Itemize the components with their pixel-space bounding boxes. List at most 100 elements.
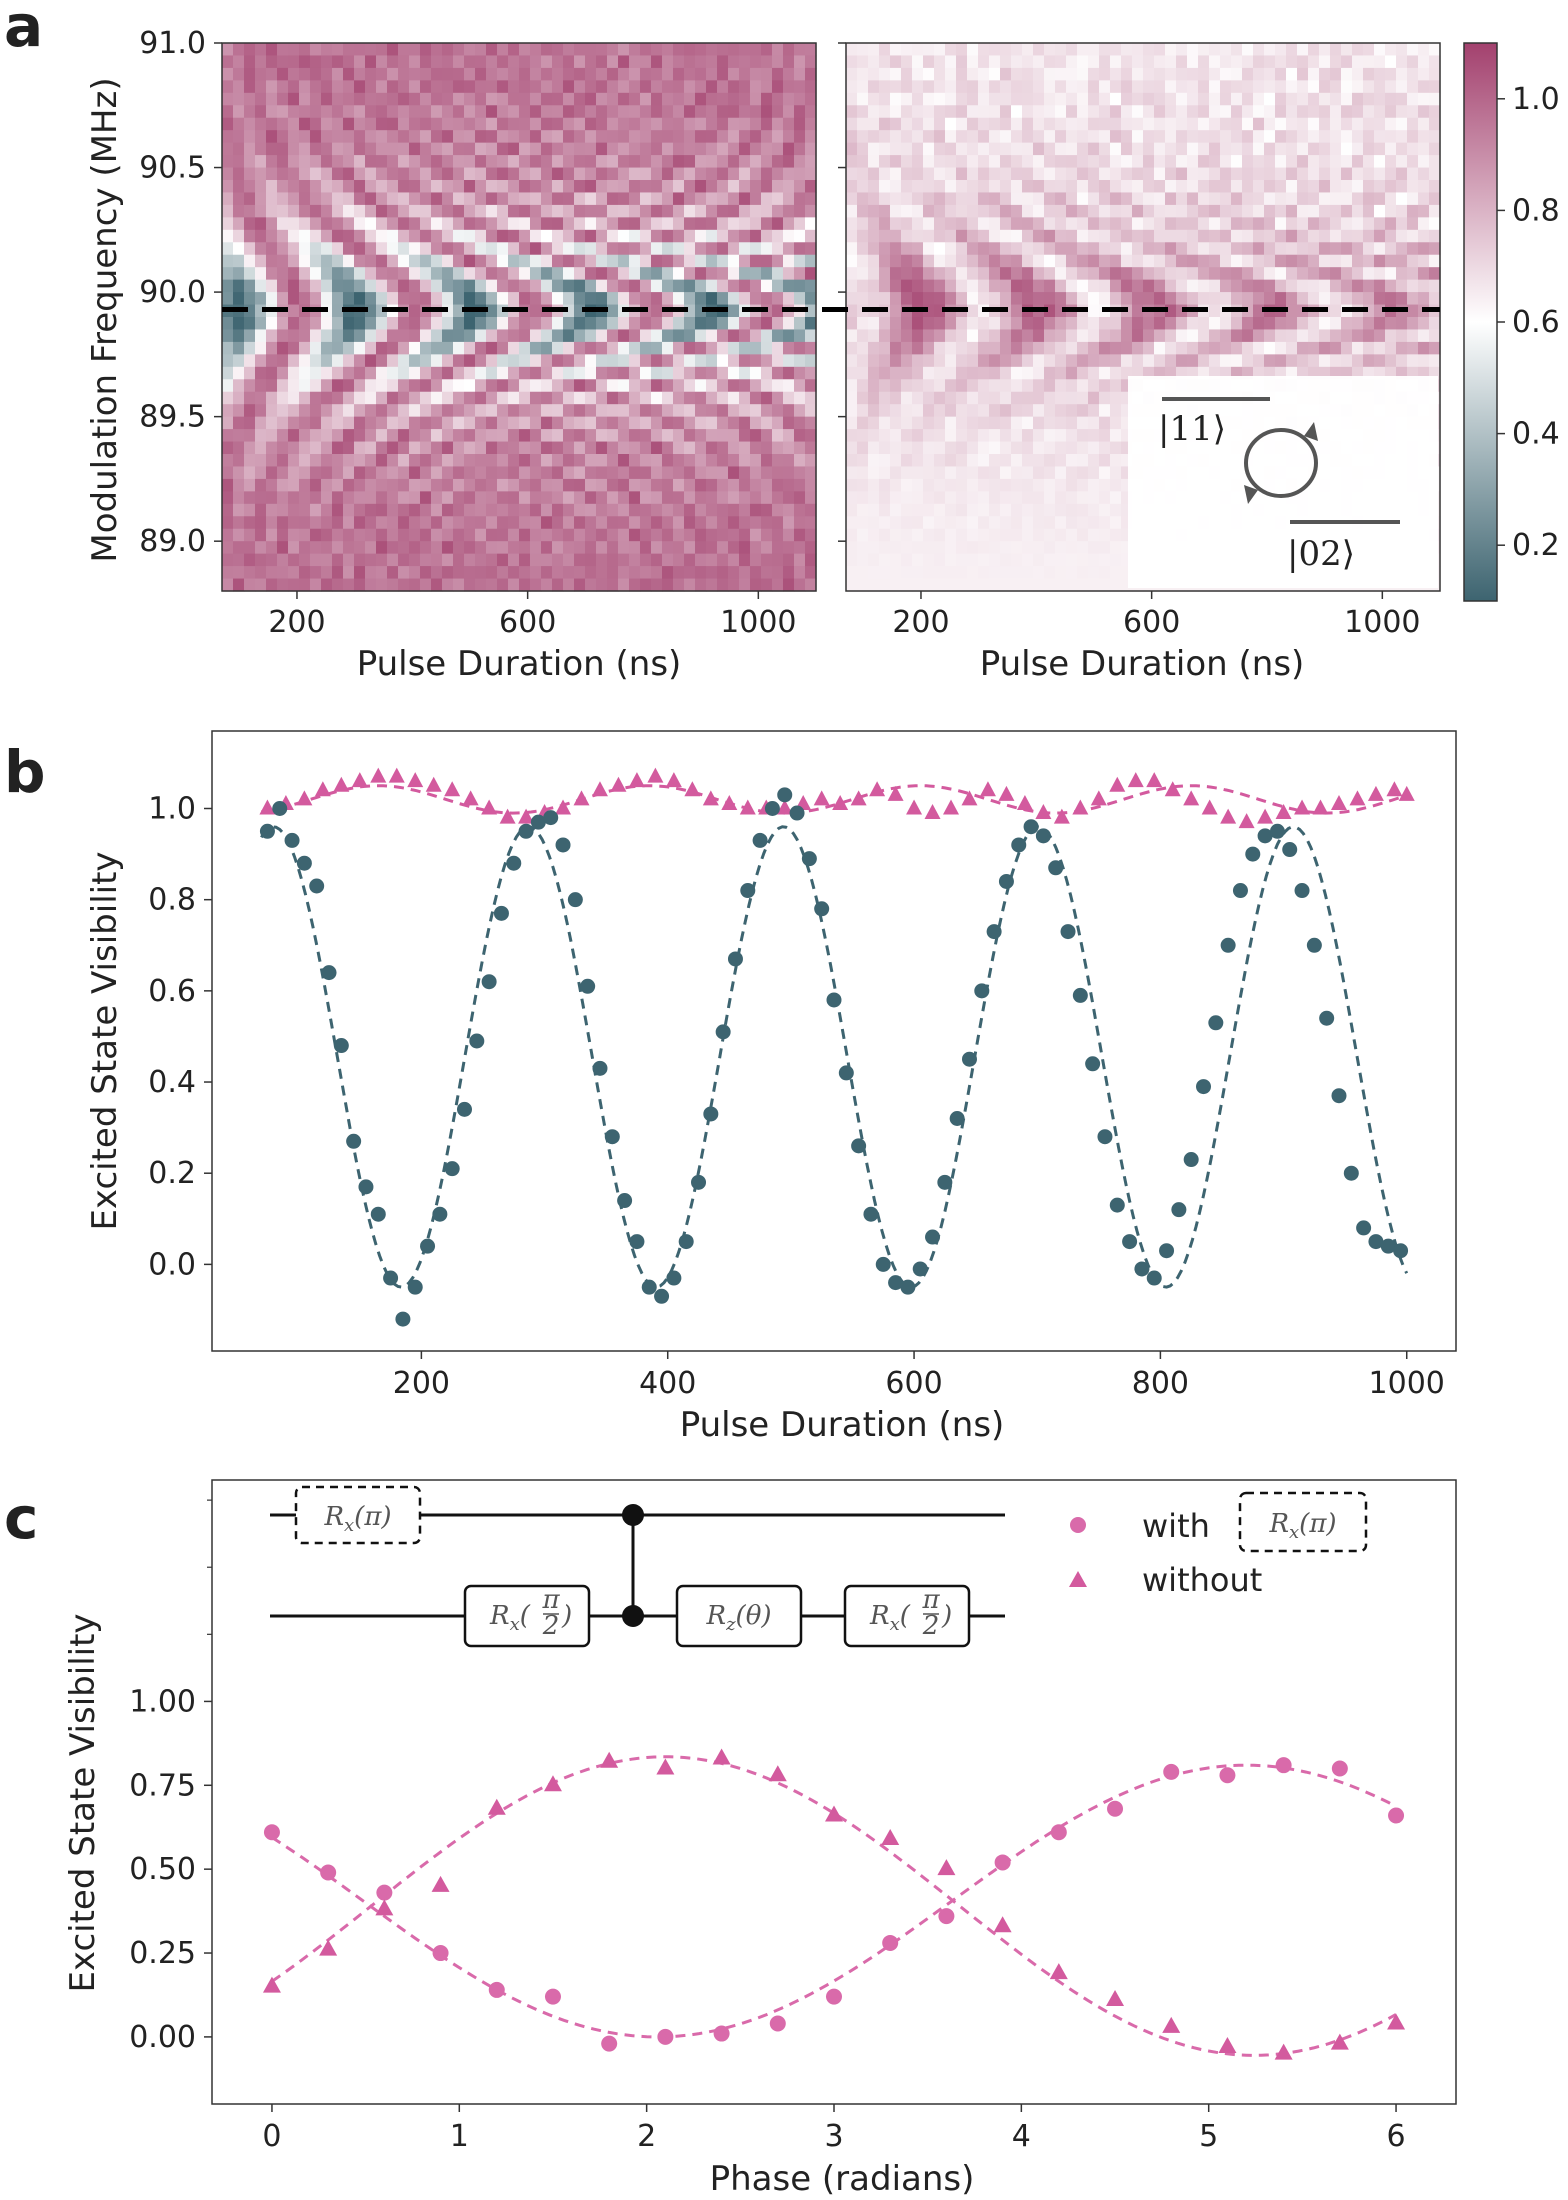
heatmap-cell	[409, 142, 421, 156]
heatmap-cell	[1000, 55, 1012, 69]
heatmap-cell	[1187, 180, 1199, 194]
heatmap-cell	[244, 404, 256, 418]
heatmap-cell	[1407, 229, 1419, 243]
heatmap-cell	[508, 416, 520, 430]
heatmap-cell	[497, 391, 509, 405]
heatmap-cell	[332, 528, 344, 542]
heatmap-cell	[1363, 117, 1375, 131]
heatmap-cell	[651, 229, 663, 243]
heatmap-cell	[1055, 142, 1067, 156]
heatmap-cell	[442, 329, 454, 343]
heatmap-cell	[387, 267, 399, 281]
heatmap-cell	[1407, 254, 1419, 268]
heatmap-cell	[266, 478, 278, 492]
heatmap-cell	[901, 329, 913, 343]
heatmap-cell	[420, 180, 432, 194]
heatmap-cell	[288, 503, 300, 517]
heatmap-cell	[464, 416, 476, 430]
heatmap-cell	[1187, 254, 1199, 268]
heatmap-cell	[1066, 204, 1078, 218]
heatmap-cell	[662, 229, 674, 243]
heatmap-cell	[618, 541, 630, 555]
heatmap-cell	[442, 105, 454, 119]
heatmap-cell	[343, 80, 355, 94]
heatmap-cell	[398, 441, 410, 455]
heatmap-cell	[1187, 329, 1199, 343]
heatmap-cell	[846, 454, 858, 468]
heatmap-cell	[673, 217, 685, 231]
heatmap-cell	[923, 55, 935, 69]
heatmap-cell	[1110, 541, 1122, 555]
heatmap-cell	[684, 566, 696, 580]
heatmap-cell	[662, 142, 674, 156]
heatmap-cell	[923, 43, 935, 57]
heatmap-cell	[783, 366, 795, 380]
heatmap-cell	[1055, 80, 1067, 94]
heatmap-cell	[354, 180, 366, 194]
heatmap-cell	[277, 429, 289, 443]
heatmap-cell	[1341, 204, 1353, 218]
heatmap-cell	[497, 92, 509, 106]
heatmap-cell	[857, 167, 869, 181]
heatmap-cell	[530, 292, 542, 306]
heatmap-cell	[651, 354, 663, 368]
heatmap-cell	[923, 366, 935, 380]
heatmap-cell	[1000, 541, 1012, 555]
heatmap-cell	[1363, 267, 1375, 281]
heatmap-cell	[585, 516, 597, 530]
heatmap-cell	[354, 478, 366, 492]
heatmap-cell	[508, 67, 520, 81]
heatmap-cell	[629, 454, 641, 468]
heatmap-cell	[1330, 105, 1342, 119]
heatmap-cell	[717, 155, 729, 169]
heatmap-cell	[1165, 304, 1177, 318]
heatmap-cell	[728, 242, 740, 256]
heatmap-cell	[640, 553, 652, 567]
heatmap-cell	[1275, 80, 1287, 94]
heatmap-cell	[321, 155, 333, 169]
heatmap-cell	[1374, 142, 1386, 156]
heatmap-cell	[1242, 329, 1254, 343]
heatmap-cell	[1198, 80, 1210, 94]
heatmap-cell	[846, 267, 858, 281]
heatmap-cell	[967, 541, 979, 555]
heatmap-cell	[464, 43, 476, 57]
heatmap-cell	[794, 80, 806, 94]
heatmap-cell	[563, 142, 575, 156]
heatmap-cell	[1363, 304, 1375, 318]
heatmap-cell	[978, 43, 990, 57]
heatmap-cell	[1429, 329, 1441, 343]
heatmap-cell	[574, 167, 586, 181]
heatmap-cell	[706, 105, 718, 119]
heatmap-cell	[552, 254, 564, 268]
data-point-triangle	[1090, 790, 1107, 806]
heatmap-cell	[890, 67, 902, 81]
heatmap-cell	[794, 553, 806, 567]
heatmap-cell	[563, 553, 575, 567]
heatmap-cell	[1132, 155, 1144, 169]
data-point-triangle	[481, 799, 498, 815]
heatmap-cell	[365, 366, 377, 380]
heatmap-cell	[1363, 366, 1375, 380]
heatmap-cell	[574, 541, 586, 555]
xtick-label: 1000	[720, 605, 796, 640]
heatmap-cell	[1055, 354, 1067, 368]
heatmap-cell	[233, 292, 245, 306]
heatmap-cell	[244, 366, 256, 380]
heatmap-cell	[343, 541, 355, 555]
heatmap-cell	[332, 254, 344, 268]
heatmap-cell	[431, 155, 443, 169]
heatmap-cell	[420, 354, 432, 368]
heatmap-cell	[1319, 155, 1331, 169]
heatmap-cell	[508, 204, 520, 218]
heatmap-cell	[1286, 317, 1298, 331]
heatmap-cell	[1231, 366, 1243, 380]
heatmap-cell	[761, 254, 773, 268]
heatmap-cell	[846, 292, 858, 306]
heatmap-cell	[277, 204, 289, 218]
heatmap-cell	[901, 317, 913, 331]
heatmap-cell	[288, 43, 300, 57]
heatmap-cell	[978, 117, 990, 131]
heatmap-cell	[475, 55, 487, 69]
heatmap-cell	[1077, 80, 1089, 94]
